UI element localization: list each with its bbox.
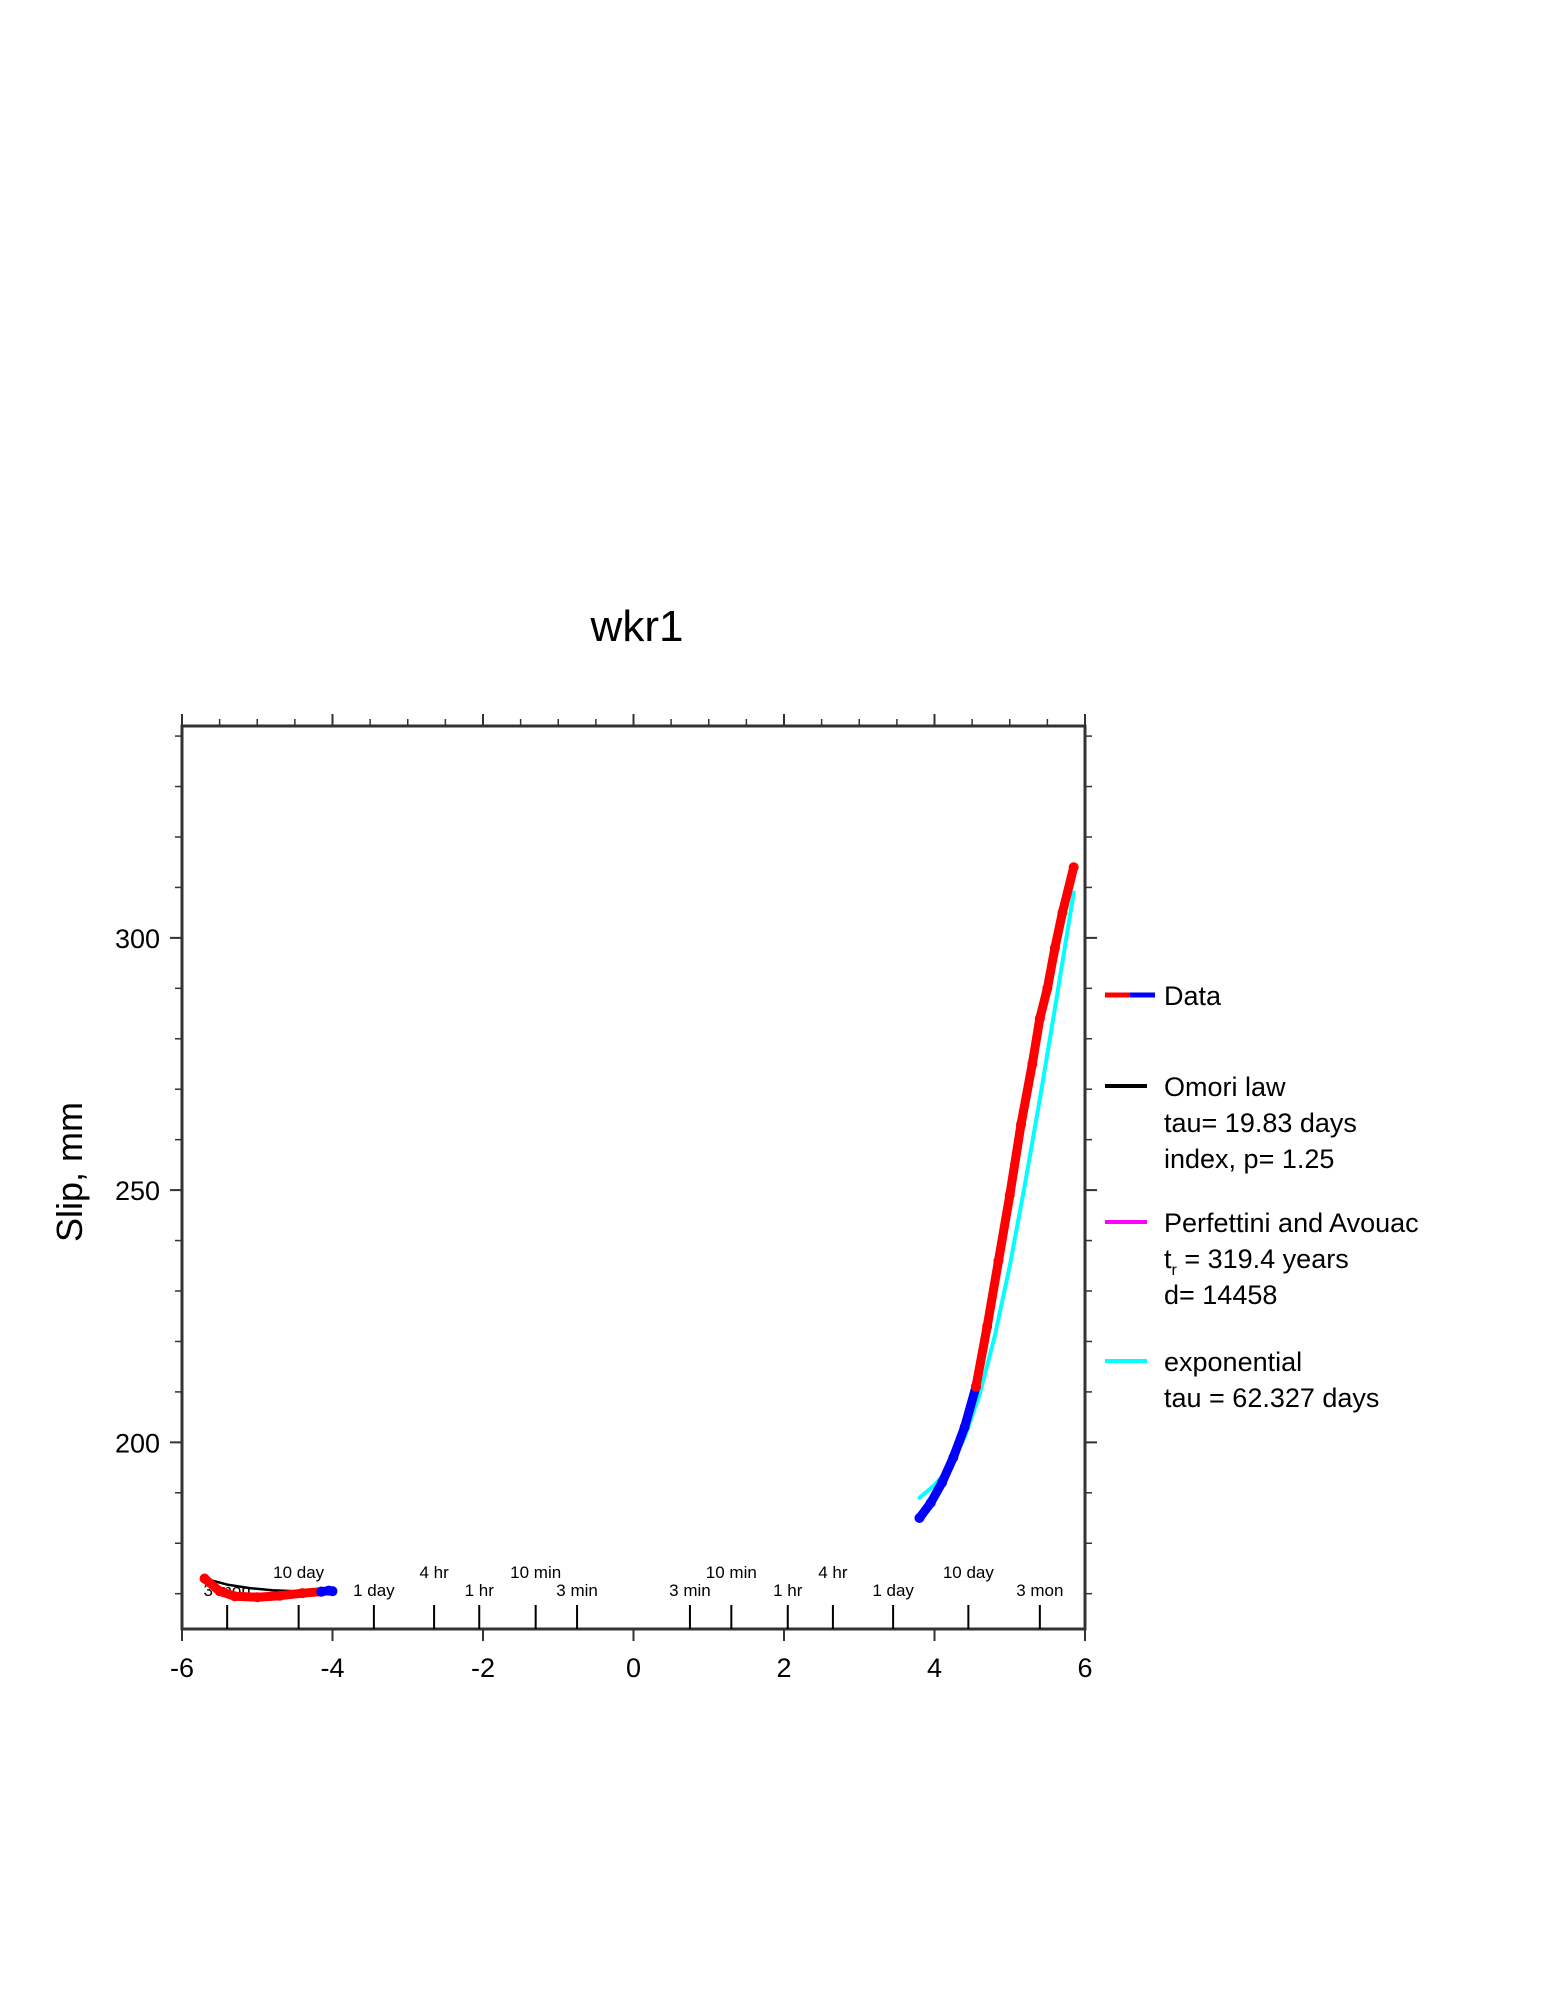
time-scale-label: 3 min xyxy=(556,1581,598,1600)
x-tick-label: 0 xyxy=(626,1653,641,1683)
time-scale-label: 10 day xyxy=(943,1563,995,1582)
chart-title: wkr1 xyxy=(590,602,684,651)
data-point xyxy=(297,1588,308,1599)
legend-label: Data xyxy=(1164,981,1222,1011)
legend: Data Omori law tau= 19.83 days index, p= 1.… xyxy=(1105,981,1419,1413)
data-point xyxy=(199,1573,210,1584)
y-axis-label: Slip, mm xyxy=(49,1102,90,1242)
data-point xyxy=(229,1591,240,1602)
legend-detail: tau = 62.327 days xyxy=(1164,1383,1379,1413)
x-tick-label: -4 xyxy=(320,1653,344,1683)
data-point xyxy=(1034,1013,1045,1024)
time-scale-label: 1 hr xyxy=(773,1581,803,1600)
time-scale-label: 1 day xyxy=(353,1581,395,1600)
series-layer xyxy=(199,862,1079,1603)
data-point xyxy=(970,1381,981,1392)
legend-detail: d= 14458 xyxy=(1164,1280,1277,1310)
x-tick-label: 6 xyxy=(1077,1653,1092,1683)
y-tick-label: 250 xyxy=(115,1176,160,1206)
time-scale-label: 4 hr xyxy=(818,1563,848,1582)
x-tick-label: -2 xyxy=(471,1653,495,1683)
time-scale-label: 3 mon xyxy=(1016,1581,1063,1600)
legend-label: exponential xyxy=(1164,1347,1302,1377)
data-point xyxy=(252,1592,263,1603)
time-scale-label: 10 min xyxy=(706,1563,757,1582)
x-tick-label: -6 xyxy=(170,1653,194,1683)
data-point xyxy=(1042,983,1053,994)
time-scale-label: 10 day xyxy=(273,1563,325,1582)
data-point xyxy=(914,1513,925,1524)
legend-detail: tr = 319.4 years xyxy=(1164,1244,1349,1279)
legend-label: Omori law xyxy=(1164,1072,1286,1102)
data-point xyxy=(214,1586,225,1597)
legend-detail: index, p= 1.25 xyxy=(1164,1144,1334,1174)
data-point xyxy=(316,1586,327,1597)
data-point xyxy=(327,1586,338,1597)
data-point xyxy=(1016,1119,1027,1130)
axis-ticks: -6 -4 -2 0 2 4 6 200 250 300 xyxy=(115,714,1097,1683)
time-scale-label: 1 hr xyxy=(465,1581,495,1600)
plot-frame xyxy=(180,724,1087,1631)
data-point xyxy=(982,1321,993,1332)
data-point xyxy=(959,1422,970,1433)
x-tick-label: 4 xyxy=(927,1653,942,1683)
legend-detail: tau= 19.83 days xyxy=(1164,1108,1357,1138)
time-scale-label: 3 min xyxy=(669,1581,711,1600)
data-point xyxy=(1049,942,1060,953)
data-point xyxy=(925,1497,936,1508)
data-point xyxy=(1068,862,1079,873)
data-point xyxy=(993,1255,1004,1266)
y-tick-label: 300 xyxy=(115,924,160,954)
series-line-data xyxy=(915,1382,981,1523)
data-point xyxy=(948,1452,959,1463)
y-tick-label: 200 xyxy=(115,1428,160,1458)
time-scale-label: 4 hr xyxy=(419,1563,449,1582)
legend-label: Perfettini and Avouac xyxy=(1164,1208,1419,1238)
x-tick-label: 2 xyxy=(776,1653,791,1683)
data-point xyxy=(274,1590,285,1601)
data-point xyxy=(1004,1190,1015,1201)
time-scale-label: 1 day xyxy=(872,1581,914,1600)
data-point xyxy=(937,1477,948,1488)
data-point xyxy=(1027,1058,1038,1069)
data-point xyxy=(1057,907,1068,918)
time-scale-label: 10 min xyxy=(510,1563,561,1582)
